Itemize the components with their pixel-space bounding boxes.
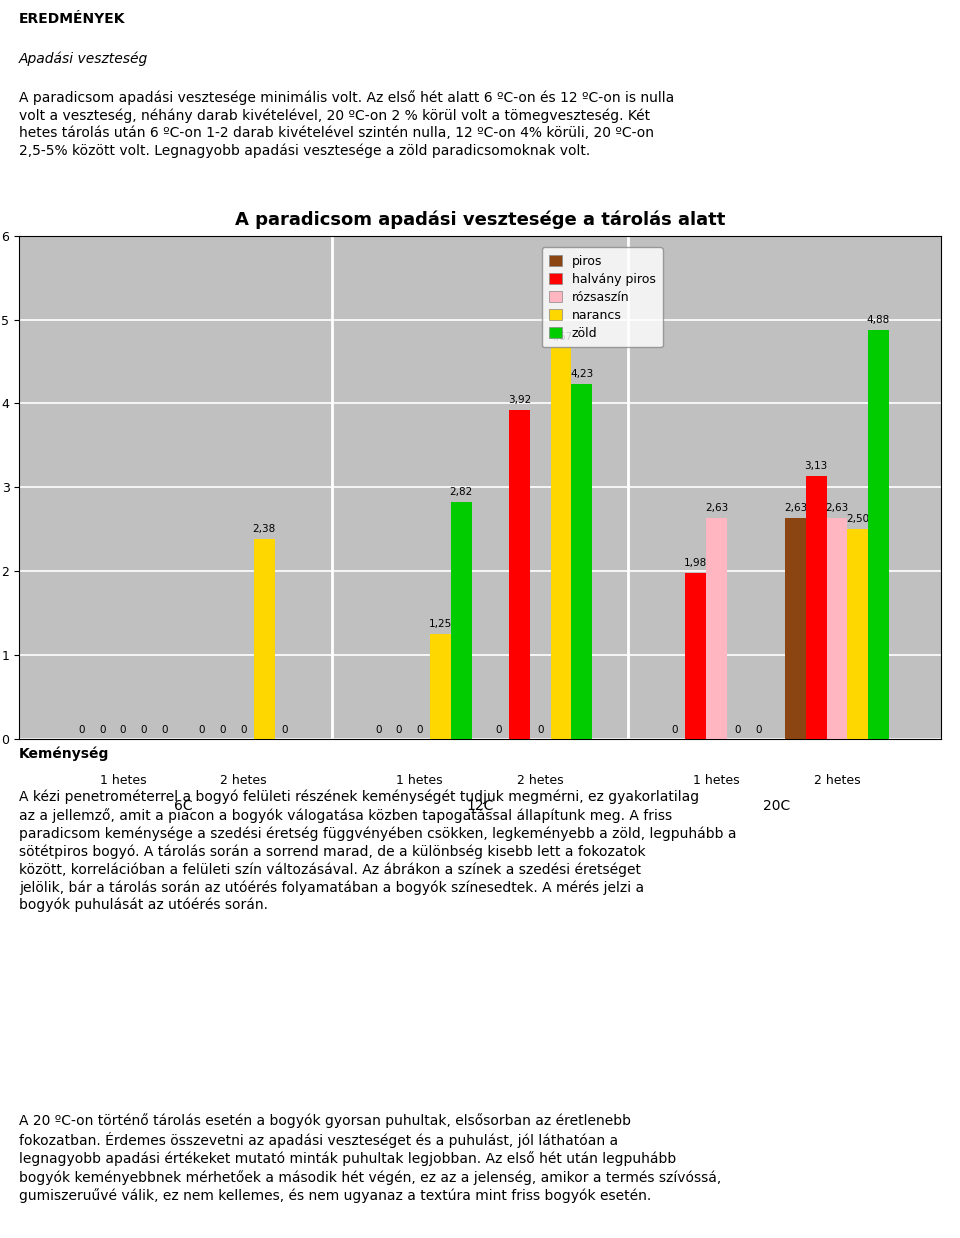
Text: 1,98: 1,98 <box>684 558 708 568</box>
Text: 0: 0 <box>495 725 502 735</box>
Legend: piros, halvány piros, rózsaszín, narancs, zöld: piros, halvány piros, rózsaszín, narancs… <box>541 248 663 347</box>
Text: 0: 0 <box>199 725 205 735</box>
Text: A kézi penetrométerrel a bogyó felületi részének keménységét tudjuk megmérni, ez: A kézi penetrométerrel a bogyó felületi … <box>19 790 736 912</box>
Text: 0: 0 <box>99 725 106 735</box>
Text: 0: 0 <box>396 725 402 735</box>
Text: 2,63: 2,63 <box>705 504 729 514</box>
Bar <box>707 519 727 739</box>
Bar <box>805 477 827 739</box>
Text: 0: 0 <box>734 725 740 735</box>
Text: 1 hetes: 1 hetes <box>396 774 444 787</box>
Text: 2 hetes: 2 hetes <box>516 774 564 787</box>
Bar <box>868 329 889 739</box>
Text: 2,63: 2,63 <box>826 504 849 514</box>
Text: 2,38: 2,38 <box>252 524 276 535</box>
Text: 4,67: 4,67 <box>549 332 572 343</box>
Text: 3,13: 3,13 <box>804 462 828 472</box>
Bar <box>848 529 868 739</box>
Text: 1 hetes: 1 hetes <box>100 774 146 787</box>
Text: 0: 0 <box>240 725 247 735</box>
Text: 2 hetes: 2 hetes <box>220 774 267 787</box>
Text: 2,63: 2,63 <box>784 504 807 514</box>
Text: 0: 0 <box>220 725 226 735</box>
Bar <box>509 410 530 739</box>
Text: Apadási veszteség: Apadási veszteség <box>19 51 149 66</box>
Text: EREDMÉNYEK: EREDMÉNYEK <box>19 12 126 26</box>
Text: 4,88: 4,88 <box>867 314 890 324</box>
Text: 12C: 12C <box>467 799 493 813</box>
Text: 1 hetes: 1 hetes <box>693 774 740 787</box>
Bar <box>551 348 571 739</box>
Text: 0: 0 <box>672 725 679 735</box>
Text: 6C: 6C <box>174 799 193 813</box>
Text: 0: 0 <box>537 725 543 735</box>
Bar <box>430 634 451 739</box>
Text: 0: 0 <box>375 725 381 735</box>
Text: A 20 ºC-on történő tárolás esetén a bogyók gyorsan puhultak, elsősorban az éretl: A 20 ºC-on történő tárolás esetén a bogy… <box>19 1113 722 1203</box>
Bar <box>685 573 707 739</box>
Text: 0: 0 <box>140 725 147 735</box>
Bar <box>571 384 592 739</box>
Text: 0: 0 <box>161 725 168 735</box>
Text: 2,50: 2,50 <box>846 514 870 524</box>
Text: 0: 0 <box>78 725 84 735</box>
Text: 0: 0 <box>417 725 423 735</box>
Bar <box>785 519 805 739</box>
Text: 0: 0 <box>755 725 761 735</box>
Bar <box>451 503 471 739</box>
Bar <box>253 540 275 739</box>
Title: A paradicsom apadási vesztesége a tárolás alatt: A paradicsom apadási vesztesége a tárol… <box>235 210 725 229</box>
Text: 2 hetes: 2 hetes <box>814 774 860 787</box>
Text: 2,82: 2,82 <box>449 488 473 498</box>
Text: 0: 0 <box>120 725 126 735</box>
Text: 1,25: 1,25 <box>429 619 452 629</box>
Text: 4,23: 4,23 <box>570 369 593 379</box>
Text: Keménység: Keménység <box>19 747 109 761</box>
Bar <box>827 519 848 739</box>
Text: 0: 0 <box>281 725 288 735</box>
Text: 20C: 20C <box>763 799 790 813</box>
Text: 3,92: 3,92 <box>508 395 531 405</box>
Text: A paradicsom apadási vesztesége minimális volt. Az első hét alatt 6 ºC-on és 12: A paradicsom apadási vesztesége minimál… <box>19 90 675 158</box>
